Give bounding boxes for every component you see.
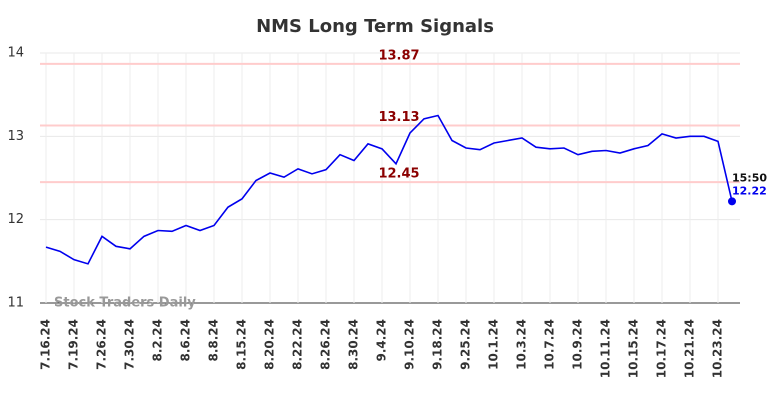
x-tick-label: 10.7.24 bbox=[543, 319, 557, 370]
x-tick-label: 9.4.24 bbox=[375, 319, 389, 362]
y-tick-label: 14 bbox=[7, 46, 24, 61]
signal-label: 12.45 bbox=[378, 167, 419, 182]
watermark: Stock Traders Daily bbox=[54, 296, 196, 311]
last-value: 12.22 bbox=[732, 184, 767, 197]
x-tick-label: 10.21.24 bbox=[683, 319, 697, 378]
x-tick-label: 10.3.24 bbox=[515, 319, 529, 370]
x-tick-label: 10.23.24 bbox=[711, 319, 725, 378]
x-tick-label: 8.20.24 bbox=[263, 319, 277, 370]
x-tick-label: 8.22.24 bbox=[291, 319, 305, 370]
x-tick-label: 9.10.24 bbox=[403, 319, 417, 370]
price-line bbox=[45, 114, 733, 265]
x-tick-label: 7.30.24 bbox=[123, 319, 137, 370]
y-tick-label: 12 bbox=[7, 212, 24, 227]
x-tick-label: 8.26.24 bbox=[319, 319, 333, 370]
x-tick-label: 7.19.24 bbox=[67, 319, 81, 370]
last-point bbox=[728, 197, 736, 206]
x-tick-label: 10.15.24 bbox=[627, 319, 641, 378]
x-tick-label: 8.8.24 bbox=[207, 319, 221, 362]
y-tick-label: 11 bbox=[7, 296, 24, 311]
x-tick-label: 10.11.24 bbox=[599, 319, 613, 378]
x-tick-label: 7.16.24 bbox=[39, 319, 53, 370]
signal-label: 13.87 bbox=[378, 48, 419, 63]
last-time: 15:50 bbox=[732, 171, 767, 184]
x-tick-label: 7.26.24 bbox=[95, 319, 109, 370]
signal-label: 13.13 bbox=[378, 110, 419, 125]
x-tick-label: 10.1.24 bbox=[487, 319, 501, 370]
x-tick-label: 10.9.24 bbox=[571, 319, 585, 370]
x-tick-label: 9.18.24 bbox=[431, 319, 445, 370]
x-tick-label: 8.6.24 bbox=[179, 319, 193, 362]
x-tick-label: 10.17.24 bbox=[655, 319, 669, 378]
x-tick-label: 8.15.24 bbox=[235, 319, 249, 370]
x-tick-label: 8.2.24 bbox=[151, 319, 165, 362]
x-tick-label: 9.25.24 bbox=[459, 319, 473, 370]
chart-title: NMS Long Term Signals bbox=[256, 16, 494, 37]
x-tick-label: 8.30.24 bbox=[347, 319, 361, 370]
y-tick-label: 13 bbox=[7, 129, 24, 144]
